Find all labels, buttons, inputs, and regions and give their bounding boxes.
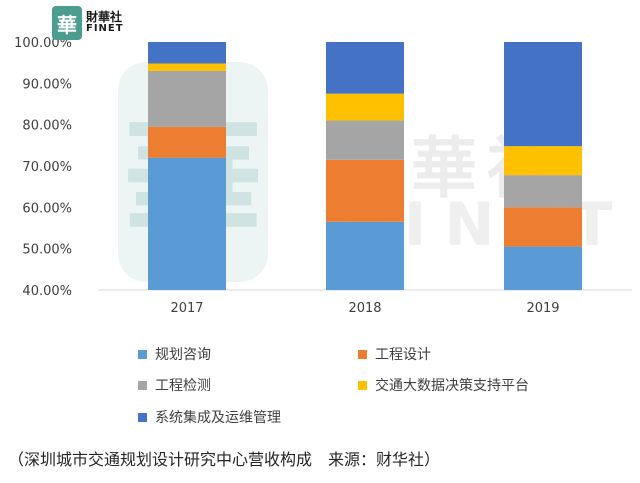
y-tick-label: 90.00% [22, 77, 72, 92]
legend-item-系统集成及运维管理: 系统集成及运维管理 [138, 407, 281, 427]
bar-segment-2018-1 [326, 159, 404, 222]
legend-label: 交通大数据决策支持平台 [375, 378, 529, 394]
x-tick-label: 2019 [526, 301, 559, 316]
bar-segment-2018-0 [326, 221, 404, 290]
y-tick-label: 50.00% [22, 243, 72, 258]
legend-swatch [138, 349, 147, 359]
logo-en-text: FINET [86, 23, 124, 35]
logo-mark-icon: 華 [52, 6, 82, 40]
y-tick-label: 80.00% [22, 119, 72, 134]
legend-item-规划咨询: 规划咨询 [138, 344, 211, 364]
bar-segment-2017-0 [148, 157, 226, 290]
chart-panel: 華 財華社 FINET 40.00% 50.00% 60.00% 70.00% 80.0… [14, 4, 632, 436]
bar-segment-2018-2 [326, 120, 404, 160]
logo-text: 財華社 FINET [86, 11, 124, 34]
x-tick-label: 2017 [170, 301, 203, 316]
bar-segment-2019-1 [504, 207, 582, 247]
legend-label: 工程设计 [375, 347, 431, 363]
bar-segment-2017-3 [148, 63, 226, 71]
stacked-bar-chart: 40.00%50.00%60.00%70.00%80.00%90.00%100.… [14, 36, 632, 316]
bar-segment-2019-0 [504, 246, 582, 290]
legend-swatch [138, 380, 147, 390]
bar-segment-2017-4 [148, 42, 226, 64]
bar-segment-2018-3 [326, 93, 404, 121]
legend-swatch [358, 349, 367, 359]
legend-item-交通大数据决策支持平台: 交通大数据决策支持平台 [358, 375, 529, 395]
y-tick-label: 60.00% [22, 201, 72, 216]
legend-swatch [138, 412, 147, 422]
bar-segment-2017-1 [148, 126, 226, 158]
bar-segment-2018-4 [326, 42, 404, 94]
logo-cn-text: 財華社 [86, 10, 123, 25]
legend-label: 工程检测 [155, 378, 211, 394]
legend-swatch [358, 380, 367, 390]
bar-segment-2017-2 [148, 70, 226, 127]
bar-segment-2019-3 [504, 146, 582, 176]
chart-legend: 规划咨询 工程设计 工程检测 交通大数据决策支持平台 系统集成及运维管理 [138, 336, 618, 436]
legend-label: 系统集成及运维管理 [155, 410, 281, 426]
y-tick-label: 40.00% [22, 284, 72, 299]
bar-segment-2019-2 [504, 175, 582, 208]
legend-label: 规划咨询 [155, 347, 211, 363]
x-tick-label: 2018 [348, 301, 381, 316]
legend-item-工程检测: 工程检测 [138, 375, 211, 395]
finet-logo: 華 財華社 FINET [52, 4, 124, 42]
legend-item-工程设计: 工程设计 [358, 344, 431, 364]
bar-segment-2019-4 [504, 42, 582, 147]
y-tick-label: 70.00% [22, 160, 72, 175]
chart-caption: （深圳城市交通规划设计研究中心营收构成 来源：财华社） [8, 450, 441, 469]
